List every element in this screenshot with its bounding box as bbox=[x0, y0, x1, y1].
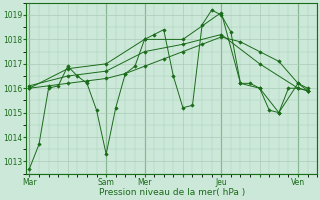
X-axis label: Pression niveau de la mer( hPa ): Pression niveau de la mer( hPa ) bbox=[99, 188, 245, 197]
